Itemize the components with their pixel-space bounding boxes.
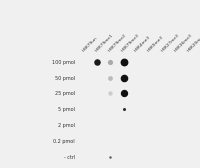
Point (121, 60, 125, 63)
Point (95, 60, 98, 63)
Point (108, 60, 112, 63)
Point (121, 76, 125, 79)
Point (108, 92, 112, 95)
Point (108, 76, 112, 79)
Point (121, 92, 125, 95)
Point (121, 108, 125, 111)
Point (108, 155, 112, 158)
